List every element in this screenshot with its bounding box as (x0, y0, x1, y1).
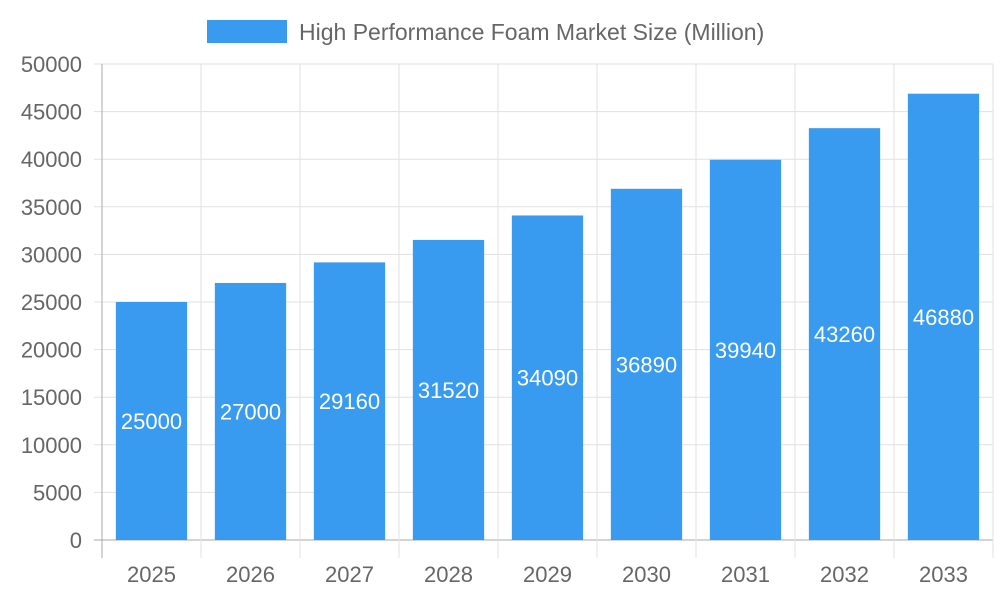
data-label: 43260 (814, 322, 875, 347)
x-tick-label: 2029 (523, 562, 572, 587)
legend[interactable]: High Performance Foam Market Size (Milli… (207, 19, 764, 45)
x-tick-label: 2026 (226, 562, 275, 587)
bar-2033[interactable] (907, 93, 980, 541)
y-tick-label: 5000 (33, 480, 82, 505)
bar-2032[interactable] (808, 128, 881, 540)
bar-2031[interactable] (709, 159, 782, 541)
y-tick-label: 50000 (21, 52, 82, 77)
bar-2026[interactable] (214, 282, 287, 540)
bar-2027[interactable] (313, 262, 386, 540)
y-tick-label: 20000 (21, 338, 82, 363)
y-tick-label: 0 (70, 528, 82, 553)
bar-2028[interactable] (412, 239, 485, 540)
data-label: 34090 (517, 366, 578, 391)
data-label: 25000 (121, 409, 182, 434)
x-tick-label: 2030 (622, 562, 671, 587)
y-tick-label: 10000 (21, 433, 82, 458)
x-tick-label: 2032 (820, 562, 869, 587)
y-tick-label: 25000 (21, 290, 82, 315)
data-label: 31520 (418, 378, 479, 403)
y-tick-label: 30000 (21, 242, 82, 267)
bar-2029[interactable] (511, 215, 584, 540)
data-label: 27000 (220, 399, 281, 424)
axes: 0 5000 10000 15000 20000 25000 30000 35000 40000… (21, 52, 968, 587)
legend-swatch[interactable] (207, 20, 287, 43)
x-tick-label: 2028 (424, 562, 473, 587)
data-label: 29160 (319, 389, 380, 414)
data-label: 46880 (913, 305, 974, 330)
bar-2030[interactable] (610, 188, 683, 541)
x-tick-label: 2033 (919, 562, 968, 587)
legend-label[interactable]: High Performance Foam Market Size (Milli… (299, 19, 764, 45)
bar-2025[interactable] (115, 302, 188, 540)
y-tick-label: 40000 (21, 147, 82, 172)
x-tick-label: 2025 (127, 562, 176, 587)
y-tick-label: 15000 (21, 385, 82, 410)
y-tick-label: 35000 (21, 195, 82, 220)
bars: 25000 27000 29160 31520 34090 36890 39940 43260… (115, 93, 980, 541)
y-tick-label: 45000 (21, 100, 82, 125)
x-tick-label: 2031 (721, 562, 770, 587)
x-tick-label: 2027 (325, 562, 374, 587)
data-label: 36890 (616, 352, 677, 377)
data-label: 39940 (715, 338, 776, 363)
